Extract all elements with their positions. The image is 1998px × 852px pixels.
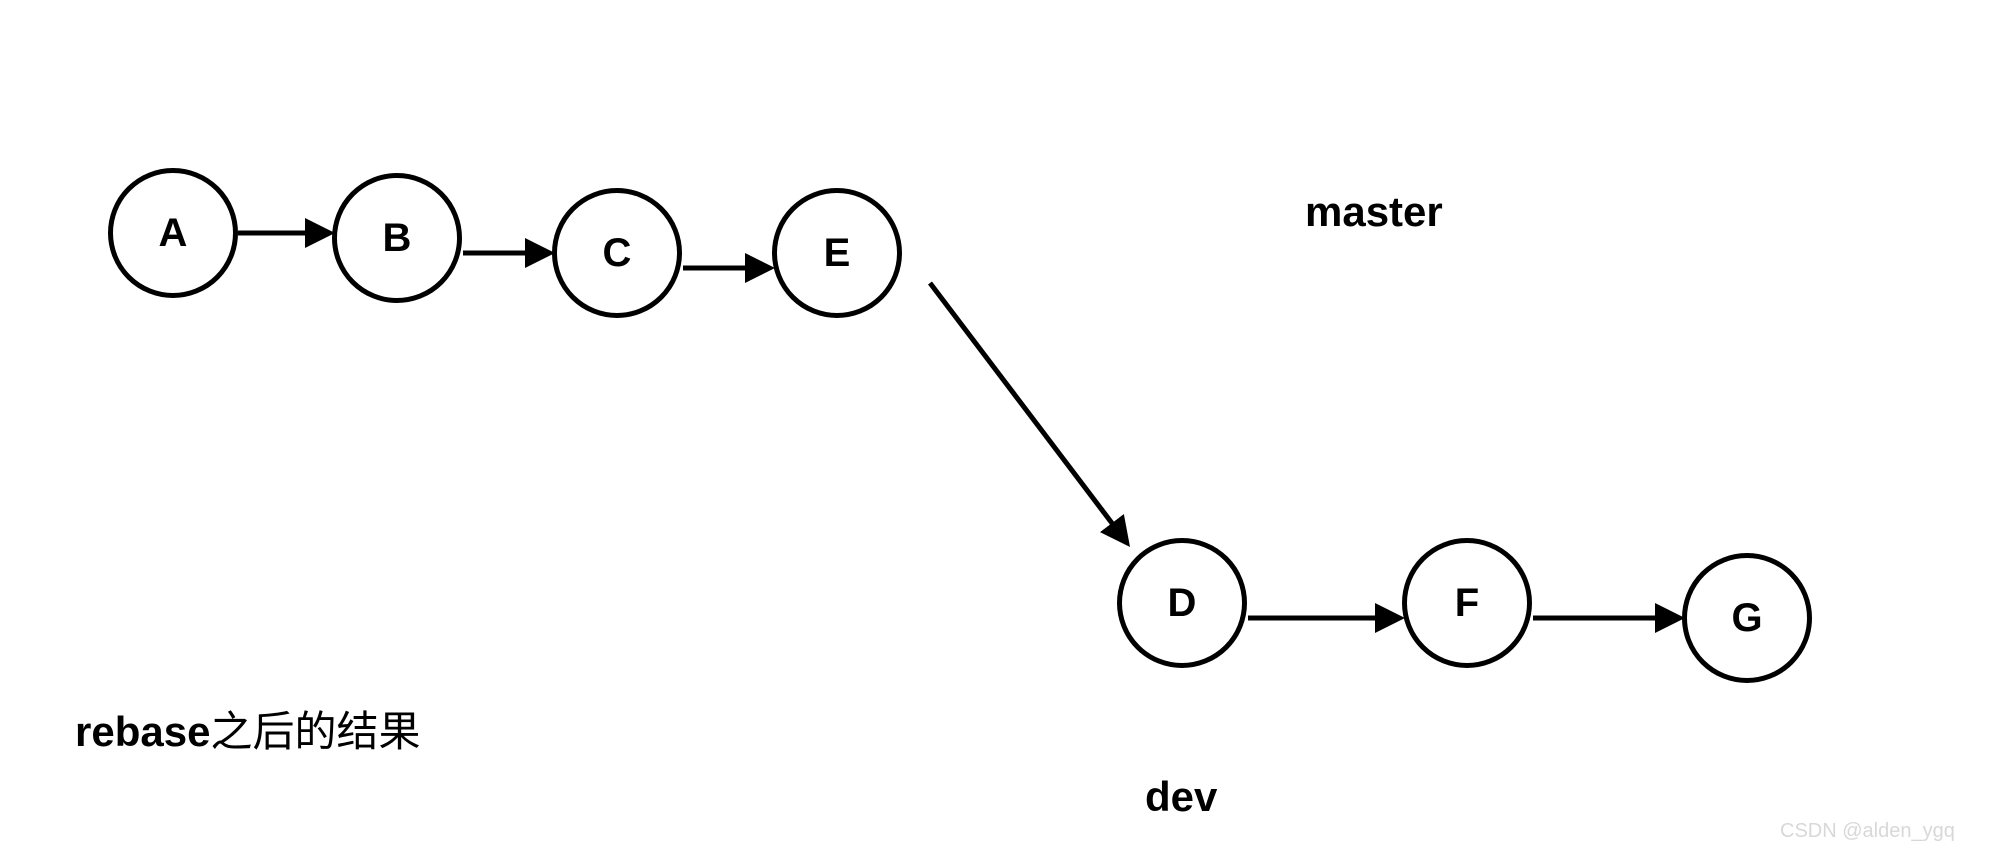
- node-label-b: B: [383, 216, 412, 261]
- watermark: CSDN @alden_ygq: [1780, 820, 1955, 843]
- node-e: E: [772, 188, 902, 318]
- diagram-canvas: A B C E D F G master dev rebase之后的结果 CSDN @alde…: [0, 0, 1998, 852]
- branch-label-master: master: [1305, 188, 1443, 236]
- caption: rebase之后的结果: [75, 698, 420, 759]
- node-d: D: [1117, 538, 1247, 668]
- node-label-e: E: [824, 231, 851, 276]
- node-a: A: [108, 168, 238, 298]
- node-label-g: G: [1731, 596, 1762, 641]
- node-label-c: C: [603, 231, 632, 276]
- node-label-a: A: [159, 211, 188, 256]
- node-b: B: [332, 173, 462, 303]
- branch-label-dev: dev: [1145, 773, 1217, 821]
- edge-e-d: [930, 283, 1127, 543]
- node-label-f: F: [1455, 581, 1479, 626]
- node-g: G: [1682, 553, 1812, 683]
- node-c: C: [552, 188, 682, 318]
- caption-rest: 之后的结果: [210, 708, 420, 755]
- caption-bold: rebase: [75, 708, 210, 755]
- node-f: F: [1402, 538, 1532, 668]
- node-label-d: D: [1168, 581, 1197, 626]
